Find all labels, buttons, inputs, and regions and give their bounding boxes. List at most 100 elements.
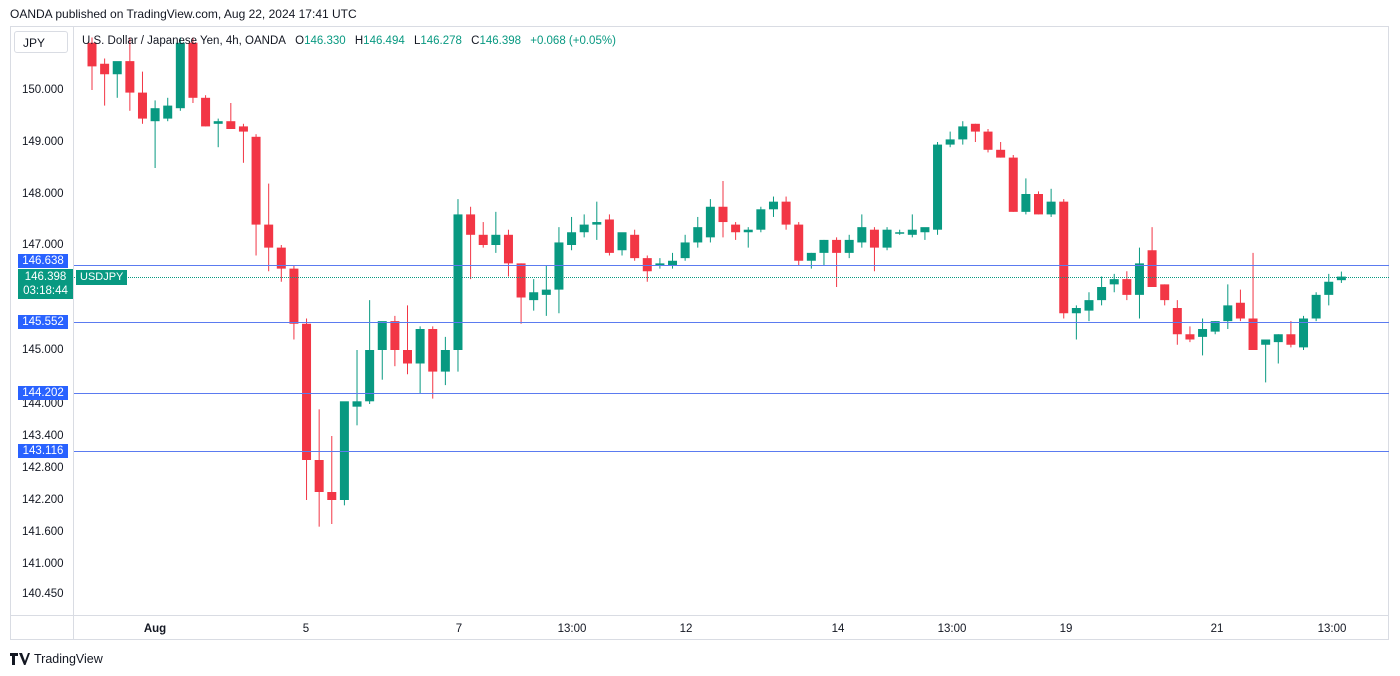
candle bbox=[592, 201, 602, 240]
candle-body bbox=[302, 323, 312, 460]
candle bbox=[415, 326, 425, 394]
level-price-tag[interactable]: 146.638 bbox=[18, 254, 68, 268]
legend-close: 146.398 bbox=[479, 35, 522, 47]
candle-body bbox=[1172, 308, 1182, 335]
candle-body bbox=[920, 227, 930, 233]
candle-body bbox=[680, 242, 690, 259]
candle bbox=[1059, 199, 1069, 319]
candle bbox=[933, 142, 943, 235]
candle-body bbox=[933, 144, 943, 230]
candle-body bbox=[579, 224, 589, 233]
candle-body bbox=[1248, 318, 1258, 350]
level-line[interactable] bbox=[74, 265, 1389, 266]
candle bbox=[377, 321, 387, 380]
level-price-tag[interactable]: 145.552 bbox=[18, 315, 68, 329]
legend-low-label: L bbox=[413, 35, 421, 47]
candle bbox=[327, 436, 337, 524]
candle-body bbox=[1336, 276, 1346, 281]
candle-body bbox=[1198, 329, 1208, 337]
candle bbox=[440, 336, 450, 386]
candle-body bbox=[175, 42, 185, 109]
candle bbox=[1273, 334, 1283, 364]
candle-body bbox=[327, 492, 337, 500]
candle bbox=[630, 229, 640, 261]
candle-body bbox=[731, 224, 741, 233]
candle-body bbox=[945, 139, 955, 145]
candle bbox=[466, 206, 476, 280]
candle-body bbox=[1324, 281, 1334, 295]
candle-body bbox=[201, 97, 211, 127]
tradingview-logo-icon bbox=[10, 653, 30, 665]
candle-body bbox=[403, 350, 412, 364]
candle bbox=[1034, 191, 1043, 215]
y-tick-label: 145.000 bbox=[22, 344, 64, 356]
candle bbox=[1185, 326, 1195, 343]
candle-body bbox=[718, 206, 728, 223]
level-line[interactable] bbox=[74, 451, 1389, 452]
candle-body bbox=[491, 234, 501, 245]
candle bbox=[516, 263, 526, 324]
x-tick-label: 19 bbox=[1059, 623, 1073, 635]
price-axis-divider bbox=[73, 26, 74, 640]
x-tick-label: 14 bbox=[831, 623, 845, 635]
candle bbox=[1261, 339, 1271, 383]
level-price-tag[interactable]: 144.202 bbox=[18, 386, 68, 400]
candle-body bbox=[806, 252, 816, 261]
candle bbox=[1286, 321, 1296, 348]
candle-body bbox=[794, 224, 804, 261]
candle-body bbox=[642, 258, 652, 272]
last-price: 146.398 bbox=[24, 271, 67, 283]
legend-title: U.S. Dollar / Japanese Yen, 4h, OANDA bbox=[82, 35, 286, 47]
currency-selector-button[interactable]: JPY bbox=[14, 31, 68, 53]
legend-open: 146.330 bbox=[304, 35, 346, 47]
candle bbox=[920, 227, 930, 240]
y-tick-label: 148.000 bbox=[22, 188, 64, 200]
candle bbox=[983, 129, 993, 153]
candle bbox=[289, 266, 299, 340]
candle bbox=[1311, 292, 1321, 322]
candle-body bbox=[1084, 300, 1094, 311]
candle bbox=[1210, 321, 1220, 335]
candle-body bbox=[415, 329, 425, 364]
candle bbox=[1109, 273, 1119, 293]
candle-body bbox=[907, 229, 917, 235]
candle bbox=[554, 227, 564, 314]
candle-body bbox=[970, 123, 980, 132]
candle-body bbox=[87, 42, 97, 67]
level-price-tag[interactable]: 143.116 bbox=[18, 444, 68, 458]
candle bbox=[276, 245, 286, 282]
candle-body bbox=[1311, 294, 1321, 319]
x-tick-label: 13:00 bbox=[1317, 623, 1347, 635]
candle bbox=[680, 234, 690, 261]
y-tick-label: 149.000 bbox=[22, 136, 64, 148]
candle bbox=[491, 211, 501, 253]
candle bbox=[768, 196, 778, 217]
candle bbox=[996, 142, 1006, 158]
x-tick-label: Aug bbox=[143, 623, 167, 635]
candle-body bbox=[1071, 308, 1081, 314]
candle-body bbox=[630, 234, 640, 259]
level-line[interactable] bbox=[74, 393, 1389, 394]
candle bbox=[945, 131, 955, 148]
candle-body bbox=[150, 108, 160, 122]
footer-brand[interactable]: TradingView bbox=[10, 652, 103, 666]
candle bbox=[352, 350, 362, 426]
candle-body bbox=[466, 214, 476, 235]
candle bbox=[1299, 315, 1309, 350]
candle-body bbox=[264, 224, 274, 248]
candle-body bbox=[226, 121, 236, 129]
last-price-tag: 146.398 03:18:44 bbox=[18, 269, 73, 299]
candle bbox=[503, 229, 513, 277]
level-line[interactable] bbox=[74, 322, 1389, 323]
candle-body bbox=[869, 229, 879, 248]
candle bbox=[339, 401, 349, 506]
candle-body bbox=[983, 131, 993, 150]
last-price-line bbox=[74, 277, 1389, 278]
legend-close-label: C bbox=[471, 35, 480, 47]
legend-high-label: H bbox=[354, 35, 364, 47]
candle-body bbox=[314, 460, 324, 492]
candle-body bbox=[768, 201, 778, 210]
candle-body bbox=[1261, 339, 1271, 345]
candle-body bbox=[1021, 194, 1031, 212]
